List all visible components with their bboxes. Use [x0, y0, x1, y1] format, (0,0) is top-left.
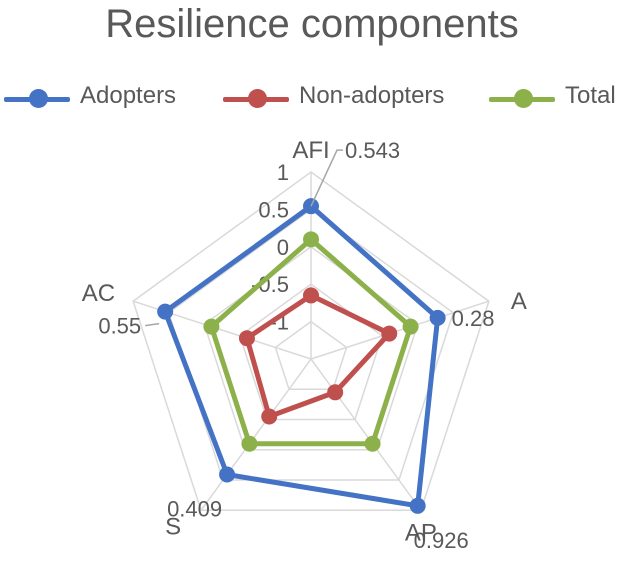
series-0-point-2 [409, 497, 426, 514]
tick-label-2: 0 [277, 235, 289, 260]
grid-spoke-3 [200, 358, 312, 511]
series-2-point-0 [303, 231, 319, 248]
data-label-1: 0.28 [452, 306, 495, 331]
series-line-1 [244, 292, 392, 419]
legend-swatch-dot-total [514, 89, 533, 108]
series-1-point-2 [327, 384, 344, 401]
data-label-leader-0 [310, 149, 343, 207]
legend-label-non-adopters: Non-adopters [299, 82, 445, 109]
tick-label-1: 0.5 [258, 197, 289, 222]
data-label-leader-4 [145, 322, 160, 327]
axis-label-ap: AP [405, 519, 437, 546]
series-line-2 [208, 236, 414, 447]
series-2-point-2 [364, 435, 381, 452]
grid-ring-4 [274, 320, 348, 391]
data-label-2: 0.926 [414, 528, 469, 553]
grid-ring-0 [132, 171, 490, 512]
data-label-4: 0.55 [98, 314, 141, 339]
data-label-3: 0.409 [167, 497, 222, 522]
series-line-0 [162, 203, 441, 509]
series-0-point-3 [219, 466, 236, 483]
series-0-point-4 [157, 303, 174, 320]
tick-label-0: 1 [277, 160, 289, 185]
axis-label-afi: AFI [292, 137, 329, 164]
axis-label-a: A [511, 288, 527, 315]
legend-swatch-dot-non-adopters [248, 89, 267, 108]
grid-ring-1 [167, 208, 455, 481]
series-2-point-3 [241, 435, 258, 452]
grid-spoke-2 [310, 358, 422, 511]
legend-swatch-dot-adopters [29, 89, 48, 108]
axis-label-ac: AC [82, 280, 115, 307]
series-1-point-4 [238, 330, 255, 347]
legend-label-total: Total [565, 82, 616, 109]
chart-title: Resilience components [105, 2, 519, 46]
data-label-0: 0.543 [345, 138, 400, 163]
grid-spoke-1 [310, 300, 490, 360]
legend-label-adopters: Adopters [80, 82, 177, 109]
legend: Adopters Non-adopters Total [0, 78, 624, 118]
series-0-point-1 [429, 309, 446, 326]
axis-label-s: S [165, 513, 181, 540]
series-1-point-3 [261, 408, 278, 425]
series-1-point-1 [381, 325, 398, 342]
grid-ring-3 [238, 283, 384, 421]
grid-ring-2 [203, 245, 419, 451]
series-2-point-4 [203, 318, 220, 335]
series-1-point-0 [303, 287, 319, 304]
series-2-point-1 [402, 318, 419, 335]
